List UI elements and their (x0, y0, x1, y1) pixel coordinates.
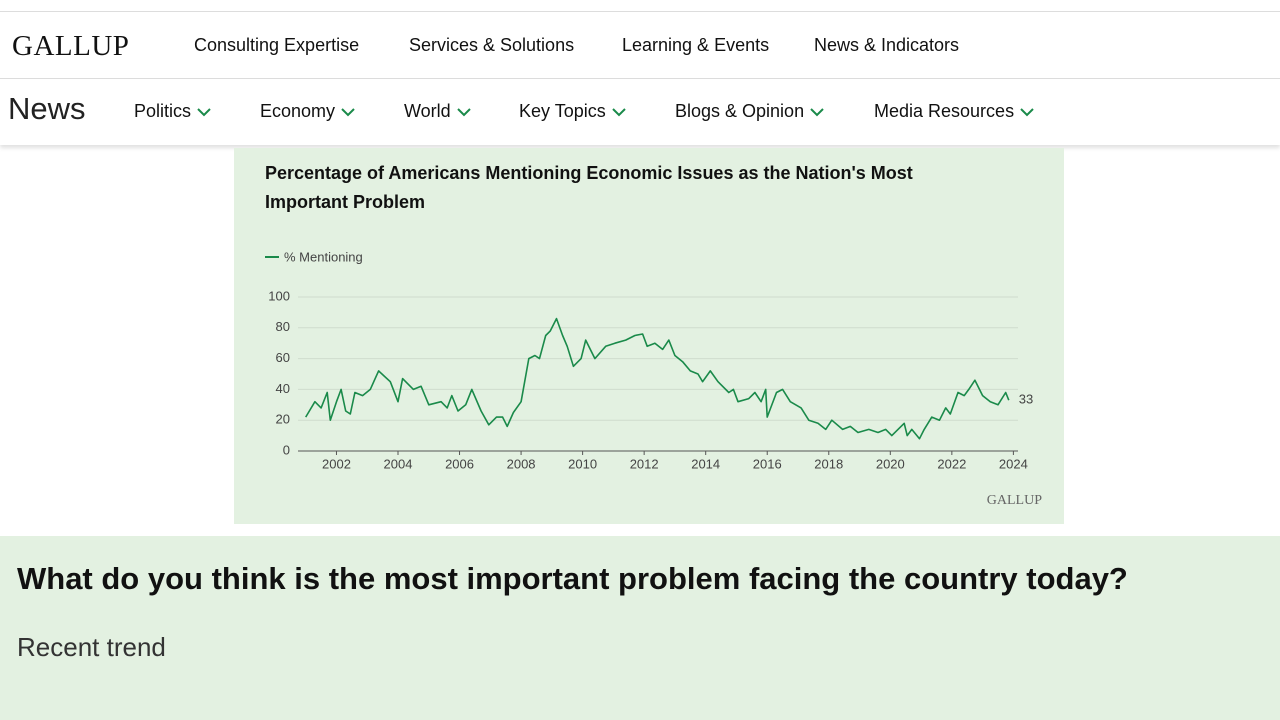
menu-label: Economy (260, 101, 336, 121)
menu-label: World (404, 101, 451, 121)
x-tick-label: 2022 (937, 456, 966, 471)
x-tick-label: 2010 (568, 456, 597, 471)
y-tick-label: 0 (283, 442, 290, 457)
menu-item[interactable]: Media Resources (874, 101, 1034, 122)
nav-link[interactable]: Consulting Expertise (194, 35, 360, 55)
chevron (341, 108, 355, 117)
heading: What do you think is the most important … (17, 561, 1128, 596)
x-tick-label: 2012 (630, 456, 659, 471)
x-tick-label: 2004 (384, 456, 413, 471)
menu-item[interactable]: Blogs & Opinion (675, 101, 824, 122)
x-tick-label: 2016 (753, 456, 782, 471)
x-tick-label: 2020 (876, 456, 905, 471)
menu-label: Media Resources (874, 101, 1015, 121)
sub-nav: News Politics Economy World Key Topics B… (0, 79, 1280, 145)
y-tick-label: 40 (276, 381, 290, 396)
menu-item[interactable]: World (404, 101, 471, 122)
line (305, 317, 1010, 440)
menu-label: Politics (134, 101, 192, 121)
menu-item[interactable]: Economy (260, 101, 355, 122)
nav-link[interactable]: Learning & Events (622, 35, 770, 55)
y-tick-label: 20 (276, 412, 290, 427)
chart-panel: GALLUP 0 20 40 60 80 100 2002 2004 2006 2008 2010 2… (234, 148, 1064, 524)
nav-link[interactable]: Services & Solutions (409, 35, 575, 55)
chart: GALLUP 0 20 40 60 80 100 2002 2004 2006 2008 2010 2… (265, 249, 1042, 508)
chart-title: Percentage of Americans Mentioning Econo… (265, 163, 913, 212)
header: GALLUP Consulting Expertise Services & S… (0, 11, 1280, 79)
x-tick-label: 2014 (691, 456, 720, 471)
x-tick-label: 2006 (445, 456, 474, 471)
logo[interactable]: GALLUP (12, 30, 130, 62)
x-tick-label: 2024 (999, 456, 1028, 471)
y-tick-label: 80 (276, 319, 290, 334)
y-tick-label: 100 (268, 288, 290, 303)
end-label: 33 (1019, 392, 1033, 407)
x-tick-label: 2018 (814, 456, 843, 471)
legend-label: % Mentioning (284, 249, 363, 264)
nav-link[interactable]: News & Indicators (814, 35, 960, 55)
section-title: News (8, 91, 86, 126)
y-tick-label: 60 (276, 350, 290, 365)
menu-item[interactable]: Key Topics (519, 101, 626, 122)
subheading: Recent trend (17, 632, 166, 662)
menu-label: Key Topics (519, 101, 606, 121)
x-tick-label: 2002 (322, 456, 351, 471)
chevron (456, 108, 471, 117)
menu-label: Blogs & Opinion (675, 101, 805, 121)
chevron (1020, 108, 1034, 117)
x-tick-label: 2008 (507, 456, 536, 471)
chevron (612, 108, 626, 117)
menu-item[interactable]: Politics (134, 101, 211, 122)
source: GALLUP (987, 493, 1042, 508)
chevron (197, 108, 211, 117)
chevron (810, 108, 824, 117)
question-section: What do you think is the most important … (0, 536, 1280, 720)
